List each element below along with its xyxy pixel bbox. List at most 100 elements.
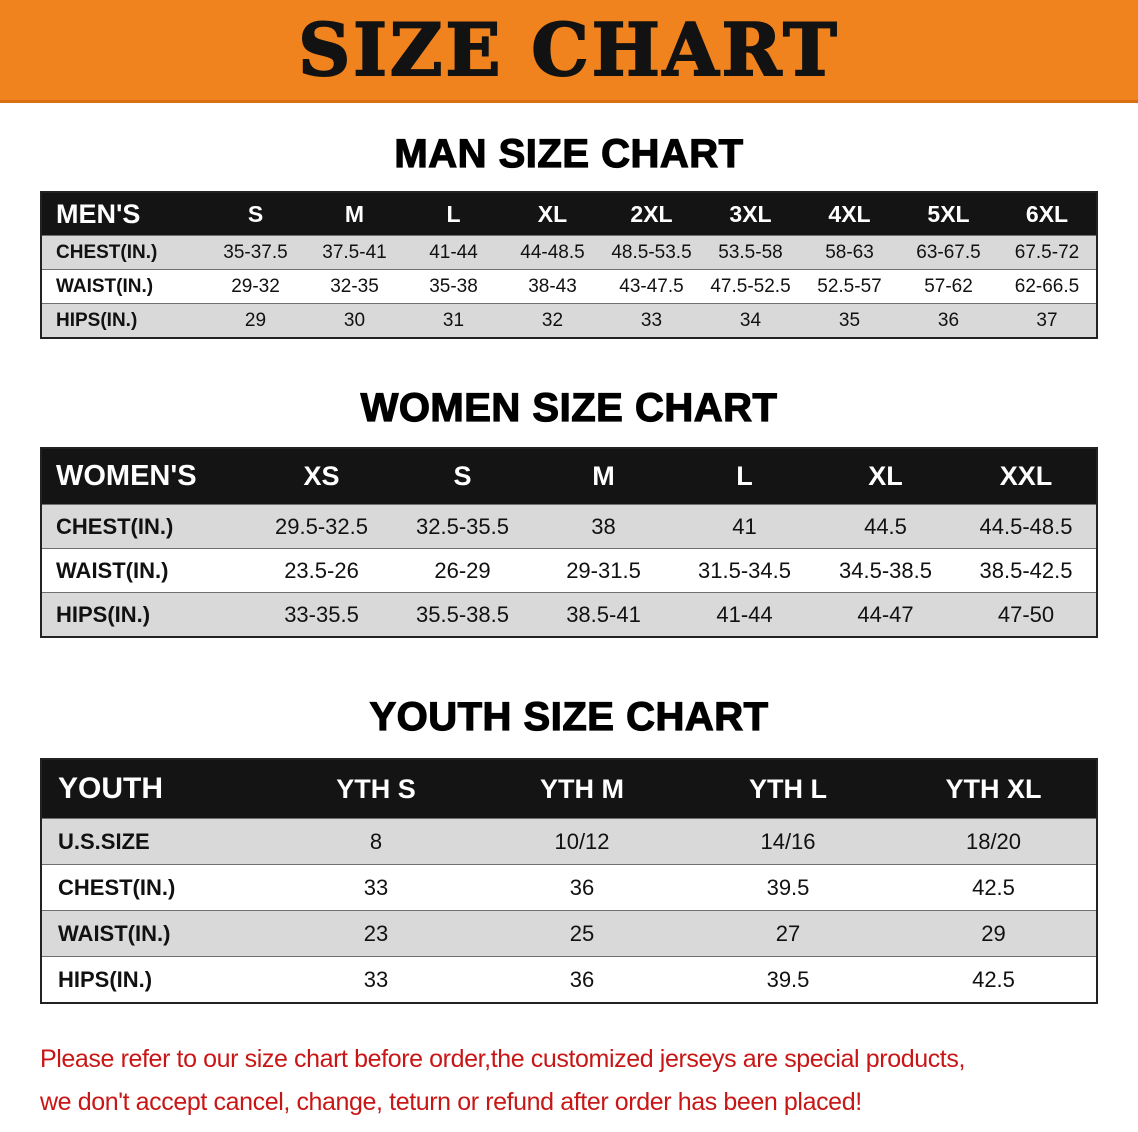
- disclaimer: Please refer to our size chart before or…: [40, 1038, 1098, 1124]
- size-cell: 38.5-42.5: [956, 548, 1097, 593]
- size-cell: 47.5-52.5: [701, 269, 800, 304]
- size-cell: 26-29: [392, 548, 533, 593]
- size-cell: 27: [685, 910, 891, 957]
- men-section-heading: MAN SIZE CHART: [394, 131, 744, 176]
- table-row: HIPS(IN.) 33-35.5 35.5-38.5 38.5-41 41-4…: [41, 592, 1097, 637]
- size-cell: 31.5-34.5: [674, 548, 815, 593]
- size-cell: 48.5-53.5: [602, 235, 701, 270]
- size-cell: 23.5-26: [251, 548, 392, 593]
- size-cell: 36: [479, 956, 685, 1003]
- size-col-header: M: [305, 192, 404, 236]
- page-title: SIZE CHART: [297, 7, 840, 92]
- size-cell: 33-35.5: [251, 592, 392, 637]
- table-row: WAIST(IN.) 23 25 27 29: [41, 910, 1097, 957]
- size-cell: 35: [800, 303, 899, 338]
- row-label: CHEST(IN.): [41, 864, 273, 911]
- size-col-header: L: [674, 448, 815, 505]
- size-col-header: 6XL: [998, 192, 1097, 236]
- women-header-row: WOMEN'S XS S M L XL XXL: [41, 448, 1097, 505]
- size-cell: 35.5-38.5: [392, 592, 533, 637]
- women-table-label: WOMEN'S: [41, 448, 251, 505]
- size-col-header: L: [404, 192, 503, 236]
- men-header-row: MEN'S S M L XL 2XL 3XL 4XL 5XL 6XL: [41, 192, 1097, 236]
- size-cell: 43-47.5: [602, 269, 701, 304]
- size-cell: 38: [533, 504, 674, 549]
- size-col-header: 3XL: [701, 192, 800, 236]
- size-cell: 29-31.5: [533, 548, 674, 593]
- size-cell: 44-48.5: [503, 235, 602, 270]
- size-cell: 42.5: [891, 956, 1097, 1003]
- size-cell: 33: [273, 864, 479, 911]
- size-cell: 39.5: [685, 956, 891, 1003]
- size-cell: 32.5-35.5: [392, 504, 533, 549]
- size-cell: 29: [891, 910, 1097, 957]
- size-col-header: YTH S: [273, 759, 479, 819]
- size-cell: 14/16: [685, 818, 891, 865]
- size-cell: 63-67.5: [899, 235, 998, 270]
- row-label: CHEST(IN.): [41, 504, 251, 549]
- size-col-header: XS: [251, 448, 392, 505]
- size-cell: 57-62: [899, 269, 998, 304]
- size-cell: 58-63: [800, 235, 899, 270]
- size-col-header: M: [533, 448, 674, 505]
- size-cell: 42.5: [891, 864, 1097, 911]
- row-label: WAIST(IN.): [41, 910, 273, 957]
- size-cell: 18/20: [891, 818, 1097, 865]
- disclaimer-line-2: we don't accept cancel, change, teturn o…: [40, 1088, 862, 1116]
- size-cell: 37.5-41: [305, 235, 404, 270]
- row-label: U.S.SIZE: [41, 818, 273, 865]
- size-cell: 37: [998, 303, 1097, 338]
- size-cell: 32: [503, 303, 602, 338]
- size-col-header: XXL: [956, 448, 1097, 505]
- size-cell: 34.5-38.5: [815, 548, 956, 593]
- table-row: WAIST(IN.) 23.5-26 26-29 29-31.5 31.5-34…: [41, 548, 1097, 593]
- youth-size-table: YOUTH YTH S YTH M YTH L YTH XL U.S.SIZE …: [40, 758, 1098, 1004]
- table-row: CHEST(IN.) 29.5-32.5 32.5-35.5 38 41 44.…: [41, 504, 1097, 549]
- women-section-heading: WOMEN SIZE CHART: [360, 385, 778, 430]
- size-cell: 52.5-57: [800, 269, 899, 304]
- row-label: HIPS(IN.): [41, 303, 206, 338]
- youth-section-heading: YOUTH SIZE CHART: [369, 694, 769, 739]
- size-cell: 44-47: [815, 592, 956, 637]
- size-cell: 36: [479, 864, 685, 911]
- size-cell: 41-44: [674, 592, 815, 637]
- size-cell: 30: [305, 303, 404, 338]
- size-col-header: 2XL: [602, 192, 701, 236]
- men-size-table: MEN'S S M L XL 2XL 3XL 4XL 5XL 6XL CHEST…: [40, 191, 1098, 339]
- size-cell: 44.5: [815, 504, 956, 549]
- size-col-header: 5XL: [899, 192, 998, 236]
- row-label: WAIST(IN.): [41, 548, 251, 593]
- size-cell: 39.5: [685, 864, 891, 911]
- size-cell: 29.5-32.5: [251, 504, 392, 549]
- size-col-header: XL: [815, 448, 956, 505]
- row-label: HIPS(IN.): [41, 592, 251, 637]
- size-cell: 62-66.5: [998, 269, 1097, 304]
- size-cell: 10/12: [479, 818, 685, 865]
- size-cell: 34: [701, 303, 800, 338]
- size-cell: 67.5-72: [998, 235, 1097, 270]
- size-col-header: YTH M: [479, 759, 685, 819]
- table-row: CHEST(IN.) 35-37.5 37.5-41 41-44 44-48.5…: [41, 235, 1097, 270]
- table-row: HIPS(IN.) 33 36 39.5 42.5: [41, 956, 1097, 1003]
- size-cell: 35-38: [404, 269, 503, 304]
- size-cell: 33: [602, 303, 701, 338]
- size-cell: 29-32: [206, 269, 305, 304]
- size-col-header: 4XL: [800, 192, 899, 236]
- size-cell: 47-50: [956, 592, 1097, 637]
- table-row: WAIST(IN.) 29-32 32-35 35-38 38-43 43-47…: [41, 269, 1097, 304]
- size-cell: 29: [206, 303, 305, 338]
- table-row: U.S.SIZE 8 10/12 14/16 18/20: [41, 818, 1097, 865]
- size-cell: 38-43: [503, 269, 602, 304]
- youth-table-label: YOUTH: [41, 759, 273, 819]
- size-cell: 53.5-58: [701, 235, 800, 270]
- size-cell: 33: [273, 956, 479, 1003]
- disclaimer-line-1: Please refer to our size chart before or…: [40, 1045, 965, 1073]
- size-cell: 36: [899, 303, 998, 338]
- table-row: HIPS(IN.) 29 30 31 32 33 34 35 36 37: [41, 303, 1097, 338]
- size-col-header: S: [206, 192, 305, 236]
- table-row: CHEST(IN.) 33 36 39.5 42.5: [41, 864, 1097, 911]
- row-label: HIPS(IN.): [41, 956, 273, 1003]
- size-cell: 41-44: [404, 235, 503, 270]
- size-col-header: XL: [503, 192, 602, 236]
